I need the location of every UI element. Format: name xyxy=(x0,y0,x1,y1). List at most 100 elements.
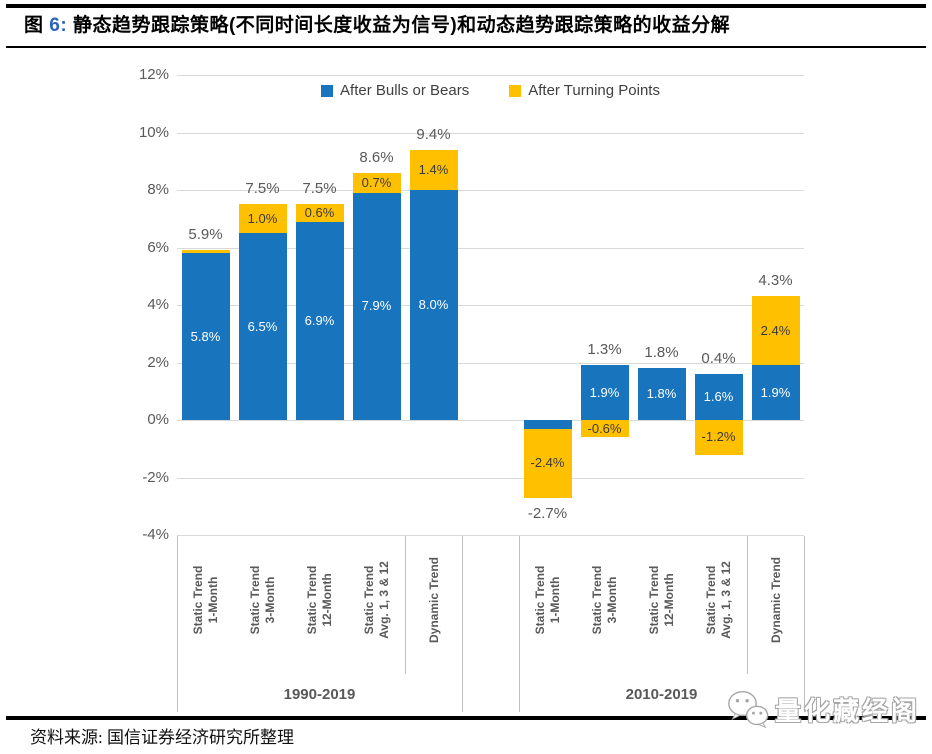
category-label-text: Dynamic Trend xyxy=(426,556,440,644)
bar-total-label: 4.3% xyxy=(758,272,793,290)
legend-label-bulls: After Bulls or Bears xyxy=(340,82,470,99)
gridline xyxy=(177,362,804,364)
bar-segment-turning xyxy=(523,428,572,498)
figure-prefix: 图 xyxy=(24,15,44,36)
bar-segment-label: 5.8% xyxy=(190,328,221,344)
y-axis-tick-label: 12% xyxy=(138,66,169,83)
category-separator xyxy=(177,536,178,674)
gridline xyxy=(177,75,804,76)
bar-segment-bulls xyxy=(409,190,458,420)
watermark: 量化藏经阁 xyxy=(726,682,932,736)
gridline xyxy=(177,477,804,479)
bar-segment-label: 6.5% xyxy=(247,318,278,334)
gridline xyxy=(177,305,804,306)
bar-segment-turning xyxy=(352,172,401,193)
bar-segment-label: 6.9% xyxy=(304,312,335,328)
group-separator xyxy=(519,674,520,712)
y-axis-tick-label: 6% xyxy=(147,238,169,256)
group-separator xyxy=(804,674,805,712)
legend-swatch-yellow-icon xyxy=(509,84,522,97)
category-label: Dynamic Trend xyxy=(721,535,831,665)
bar-segment-label: -2.4% xyxy=(530,455,565,471)
category-separator xyxy=(462,536,463,674)
category-separator xyxy=(405,536,406,674)
bar-segment-label: 8.0% xyxy=(418,297,449,312)
bar-segment-label: 1.6% xyxy=(703,389,734,404)
figure-number: 6: xyxy=(49,15,68,36)
legend-swatch-blue-icon xyxy=(321,84,334,97)
bar-segment-label: -0.6% xyxy=(587,420,622,436)
bar-segment-bulls xyxy=(523,420,572,429)
bar-total-label: 1.3% xyxy=(587,341,622,359)
title-underline xyxy=(6,46,926,48)
figure-title: 图 6: 静态趋势跟踪策略(不同时间长度收益为信号)和动态趋势跟踪策略的收益分解 xyxy=(24,10,730,37)
bar-segment-bulls xyxy=(694,374,743,420)
gridline xyxy=(177,420,804,421)
bar-segment-turning xyxy=(238,204,287,234)
top-rule xyxy=(6,4,926,8)
bar-segment-bulls xyxy=(238,233,287,420)
y-axis-tick-label: -4% xyxy=(142,526,169,543)
bar-total-label: 9.4% xyxy=(416,125,451,143)
y-axis-tick-label: 4% xyxy=(147,296,169,313)
bar-segment-label: 1.9% xyxy=(589,384,620,400)
bar-segment-label: 7.9% xyxy=(361,298,392,314)
wechat-icon xyxy=(728,690,769,729)
legend-item-turning: After Turning Points xyxy=(509,82,660,99)
bar-segment-turning xyxy=(751,296,800,366)
bottom-rule xyxy=(6,716,926,720)
legend-item-bulls: After Bulls or Bears xyxy=(321,82,469,99)
bar-total-label: 0.4% xyxy=(701,350,736,367)
y-axis-tick-label: 0% xyxy=(147,411,169,428)
category-label-text: Dynamic Trend xyxy=(768,556,782,644)
y-axis-tick-label: 8% xyxy=(147,181,169,198)
period-group-label: 1990-2019 xyxy=(283,686,356,703)
bar-segment-turning xyxy=(409,149,458,190)
bar-segment-bulls xyxy=(580,365,629,420)
bar-segment-turning xyxy=(580,420,629,438)
bar-total-label: 7.5% xyxy=(302,180,337,198)
legend: After Bulls or Bears After Turning Point… xyxy=(177,82,804,99)
bar-total-label: 5.9% xyxy=(188,226,223,244)
bar-total-label: 8.6% xyxy=(359,148,394,166)
bar-segment-label: 1.0% xyxy=(247,210,278,226)
bar-total-label: 1.8% xyxy=(644,344,679,362)
y-axis-tick-label: 2% xyxy=(147,353,169,371)
gridline xyxy=(177,247,804,249)
bar-segment-bulls xyxy=(751,365,800,420)
bar-segment-turning xyxy=(295,204,344,222)
bar-segment-turning xyxy=(694,420,743,455)
bar-segment-bulls xyxy=(181,253,230,420)
bar-segment-label: 0.7% xyxy=(361,174,392,190)
bar-segment-turning xyxy=(181,250,230,254)
bar-segment-label: 1.8% xyxy=(646,386,677,402)
y-axis-tick-label: 10% xyxy=(138,123,169,141)
gridline xyxy=(177,132,804,134)
watermark-text: 量化藏经阁 xyxy=(775,695,921,726)
category-separator xyxy=(519,536,520,674)
source-text: 资料来源: 国信证券经济研究所整理 xyxy=(30,728,294,747)
y-axis-tick-label: -2% xyxy=(142,468,169,486)
legend-label-turning: After Turning Points xyxy=(528,82,660,99)
period-group-label: 2010-2019 xyxy=(625,686,698,703)
bar-segment-bulls xyxy=(637,368,686,420)
group-separator xyxy=(177,674,178,712)
bar-segment-label: 2.4% xyxy=(760,322,791,338)
category-separator xyxy=(804,536,805,674)
bar-total-label: 7.5% xyxy=(245,180,280,198)
gridline xyxy=(177,535,804,536)
bar-segment-label: 0.6% xyxy=(304,205,335,220)
category-label: Dynamic Trend xyxy=(379,535,489,665)
gridline xyxy=(177,190,804,191)
bar-segment-label: 1.9% xyxy=(760,384,791,400)
figure-title-text: 静态趋势跟踪策略(不同时间长度收益为信号)和动态趋势跟踪策略的收益分解 xyxy=(72,15,731,36)
group-separator xyxy=(462,674,463,712)
bar-total-label: -2.7% xyxy=(527,504,568,522)
bar-segment-label: 1.4% xyxy=(418,161,449,177)
bar-segment-bulls xyxy=(352,192,401,420)
bar-segment-bulls xyxy=(295,221,344,420)
bar-segment-label: -1.2% xyxy=(701,429,736,445)
category-separator xyxy=(747,536,748,674)
